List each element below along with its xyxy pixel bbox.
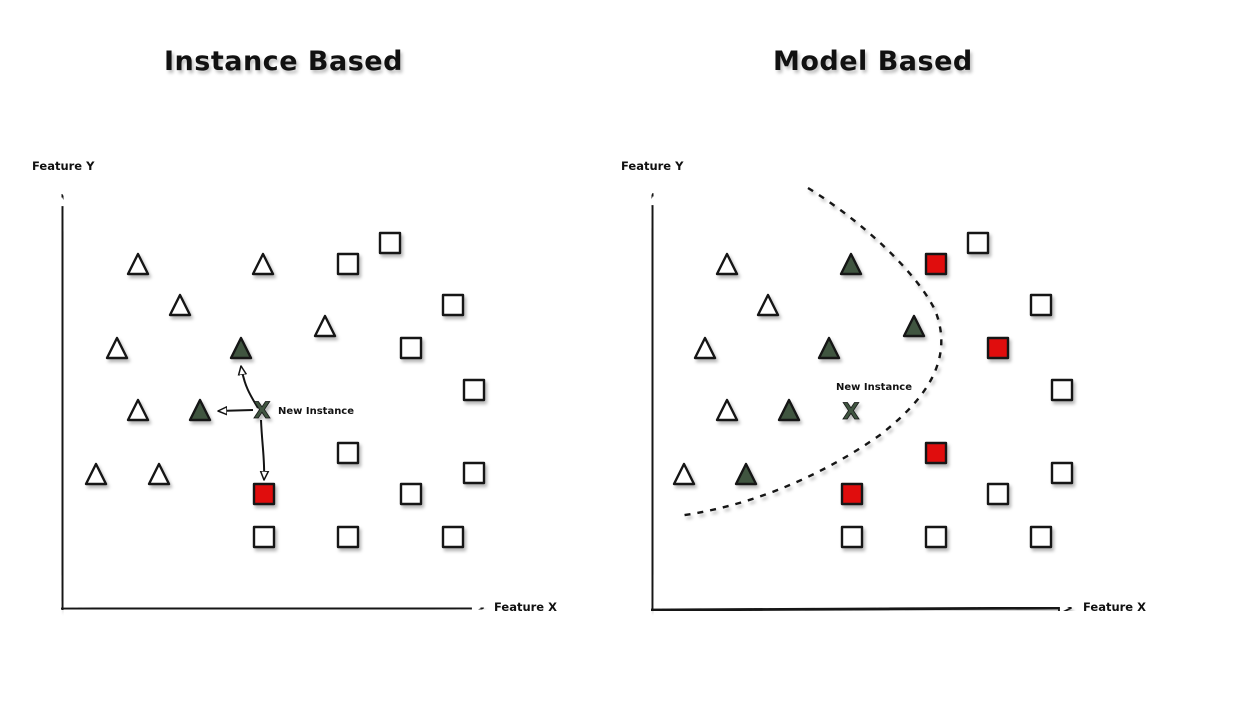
right-panel: Feature Y Feature X X New Instance xyxy=(621,159,1146,615)
right-x-axis-label: Feature X xyxy=(1083,600,1146,614)
left-data-points xyxy=(84,231,486,549)
square-point xyxy=(441,525,465,549)
triangle-point xyxy=(251,252,275,276)
square-point-highlighted xyxy=(252,482,276,506)
square-point xyxy=(966,231,990,255)
triangle-point-highlighted xyxy=(839,252,863,276)
triangle-point xyxy=(693,336,717,360)
triangle-point xyxy=(756,293,780,317)
triangle-point xyxy=(105,336,129,360)
square-point xyxy=(441,293,465,317)
svg-text:X: X xyxy=(843,400,860,425)
left-x-axis xyxy=(60,601,484,615)
triangle-point xyxy=(84,462,108,486)
triangle-point-highlighted xyxy=(229,336,253,360)
square-point xyxy=(1050,378,1074,402)
square-point xyxy=(1029,525,1053,549)
square-point xyxy=(336,252,360,276)
triangle-point xyxy=(168,293,192,317)
left-y-axis xyxy=(55,194,69,611)
right-y-axis xyxy=(646,193,660,611)
square-point xyxy=(924,525,948,549)
triangle-point-highlighted xyxy=(817,336,841,360)
square-point xyxy=(336,441,360,465)
triangle-point xyxy=(126,398,150,422)
right-panel-title: Model Based xyxy=(773,46,973,77)
square-point xyxy=(336,525,360,549)
right-data-points xyxy=(672,231,1074,549)
triangle-point xyxy=(147,462,171,486)
left-panel-title: Instance Based xyxy=(164,46,403,77)
square-point xyxy=(1050,461,1074,485)
triangle-point xyxy=(313,314,337,338)
square-point-highlighted xyxy=(924,252,948,276)
triangle-point-highlighted xyxy=(777,398,801,422)
triangle-point-highlighted xyxy=(902,314,926,338)
square-point xyxy=(399,482,423,506)
triangle-point xyxy=(672,462,696,486)
square-point-highlighted xyxy=(986,336,1010,360)
left-new-instance-marker: X xyxy=(253,399,271,425)
triangle-point xyxy=(715,252,739,276)
square-point xyxy=(1029,293,1053,317)
square-point xyxy=(399,336,423,360)
triangle-point xyxy=(715,398,739,422)
square-point xyxy=(840,525,864,549)
square-point-highlighted xyxy=(840,482,864,506)
left-new-instance-label: New Instance xyxy=(278,406,354,417)
triangle-point-highlighted xyxy=(188,398,212,422)
right-new-instance-label: New Instance xyxy=(836,382,912,393)
right-y-axis-label: Feature Y xyxy=(621,159,684,173)
left-x-axis-label: Feature X xyxy=(494,600,557,614)
left-y-axis-label: Feature Y xyxy=(32,159,95,173)
triangle-point-highlighted xyxy=(734,462,758,486)
square-point xyxy=(378,231,402,255)
triangle-point xyxy=(126,252,150,276)
right-x-axis xyxy=(650,601,1072,615)
arrow-to-nearest-square xyxy=(261,419,264,480)
left-panel: Feature Y Feature X X New Instance xyxy=(32,159,557,615)
arrow-to-nearest-triangle-top xyxy=(241,366,259,409)
square-point xyxy=(462,378,486,402)
arrow-to-nearest-triangle-left xyxy=(218,410,254,411)
square-point xyxy=(986,482,1010,506)
left-neighbor-arrows xyxy=(218,366,264,480)
decision-boundary xyxy=(677,186,943,518)
square-point xyxy=(462,461,486,485)
square-point-highlighted xyxy=(924,441,948,465)
svg-text:X: X xyxy=(254,399,271,424)
square-point xyxy=(252,525,276,549)
right-new-instance-marker: X xyxy=(842,400,860,426)
